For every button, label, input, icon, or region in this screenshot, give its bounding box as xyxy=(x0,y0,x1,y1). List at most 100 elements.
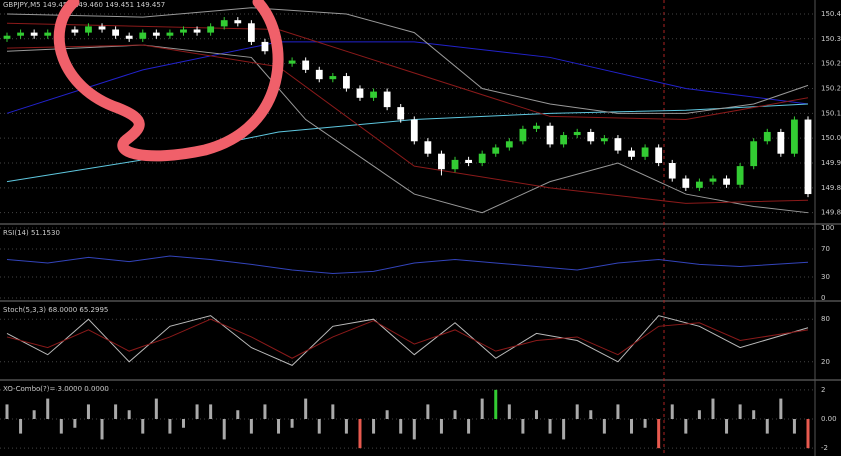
candle-body xyxy=(750,141,758,167)
histogram-bar xyxy=(344,419,348,434)
histogram-bar xyxy=(73,419,77,428)
candle-body xyxy=(193,29,201,33)
histogram-bar xyxy=(277,419,281,434)
candle-body xyxy=(3,35,11,39)
candle-body xyxy=(628,150,635,157)
candle-body xyxy=(383,91,391,108)
histogram-bar xyxy=(711,398,715,419)
y-tick-label: 100 xyxy=(821,224,834,232)
candle-body xyxy=(465,159,472,164)
candle-body xyxy=(573,131,581,136)
histogram-bar xyxy=(548,419,552,434)
histogram-bar xyxy=(209,404,213,419)
y-tick-label: -2 xyxy=(821,444,828,452)
histogram-bar xyxy=(670,404,674,419)
histogram-bar xyxy=(426,404,430,419)
histogram-bar xyxy=(59,419,63,434)
histogram-bar xyxy=(100,419,104,440)
histogram-bar xyxy=(562,419,566,440)
candle-body xyxy=(112,29,120,36)
panel-title: GBPJPY,M5 149.452 149.460 149.451 149.45… xyxy=(3,1,165,9)
candle-body xyxy=(695,181,703,188)
y-tick-label: 150.36 xyxy=(821,35,841,43)
histogram-bar xyxy=(154,398,158,419)
y-tick-label: 70 xyxy=(821,245,830,253)
histogram-bar xyxy=(657,419,661,449)
candle-body xyxy=(804,119,812,195)
annotation-circle xyxy=(53,0,284,162)
histogram-bar xyxy=(467,419,471,434)
candle-body xyxy=(723,178,730,185)
candle-body xyxy=(682,178,690,188)
histogram-bar xyxy=(602,419,606,434)
candle-body xyxy=(247,23,255,42)
y-tick-label: 0.00 xyxy=(821,415,837,423)
histogram-bar xyxy=(249,419,253,434)
y-tick-label: 149.96 xyxy=(821,159,841,167)
y-tick-label: 30 xyxy=(821,273,830,281)
histogram-bar xyxy=(453,410,457,419)
y-tick-label: 149.80 xyxy=(821,209,841,217)
candle-body xyxy=(709,178,717,182)
y-tick-label: 150.12 xyxy=(821,109,841,117)
candle-body xyxy=(478,153,486,164)
y-tick-label: 150.44 xyxy=(821,10,841,18)
candle-body xyxy=(641,147,649,157)
indicator-line xyxy=(6,255,809,275)
y-tick-label: 80 xyxy=(821,315,830,323)
histogram-bar xyxy=(358,419,362,449)
histogram-bar xyxy=(86,404,90,419)
indicator-line xyxy=(6,44,809,204)
histogram-bar xyxy=(575,404,579,419)
histogram-bar xyxy=(5,404,9,419)
candle-body xyxy=(546,125,554,145)
candle-body xyxy=(397,107,405,120)
candle-body xyxy=(125,35,133,39)
histogram-bar xyxy=(141,419,145,434)
y-tick-label: 150.20 xyxy=(821,84,841,92)
histogram-bar xyxy=(725,419,729,434)
candle-body xyxy=(234,20,242,24)
panel-title: Stoch(5,3,3) 68.0000 65.2995 xyxy=(3,306,108,314)
candle-body xyxy=(560,135,568,145)
candle-body xyxy=(505,141,513,148)
histogram-bar xyxy=(127,410,131,419)
histogram-bar xyxy=(779,398,783,419)
candle-body xyxy=(424,141,432,154)
histogram-bar xyxy=(263,404,267,419)
histogram-bar xyxy=(630,419,634,434)
candle-body xyxy=(777,131,785,154)
histogram-bar xyxy=(684,419,688,434)
candle-body xyxy=(451,159,459,170)
candle-body xyxy=(492,147,500,154)
histogram-bar xyxy=(195,404,199,419)
histogram-bar xyxy=(399,419,403,434)
candle-body xyxy=(600,138,608,142)
histogram-bar xyxy=(372,419,376,434)
histogram-bar xyxy=(317,419,321,434)
histogram-bar xyxy=(792,419,796,434)
indicator-line xyxy=(6,7,809,114)
histogram-bar xyxy=(304,398,308,419)
histogram-bar xyxy=(643,419,647,428)
candle-body xyxy=(166,32,174,36)
histogram-bar xyxy=(806,419,810,449)
histogram-bar xyxy=(616,404,620,419)
histogram-bar xyxy=(114,404,118,419)
histogram-bar xyxy=(19,419,23,434)
candle-body xyxy=(438,153,445,170)
histogram-bar xyxy=(534,410,538,419)
indicator-line xyxy=(6,22,809,121)
indicator-line xyxy=(6,44,809,214)
candle-body xyxy=(180,29,187,33)
candle-body xyxy=(98,26,106,30)
candle-body xyxy=(71,29,79,33)
candle-body xyxy=(329,76,337,80)
histogram-bar xyxy=(738,404,742,419)
candle-body xyxy=(533,125,540,129)
candle-body xyxy=(207,26,215,33)
histogram-bar xyxy=(46,398,50,419)
candle-body xyxy=(655,147,663,164)
